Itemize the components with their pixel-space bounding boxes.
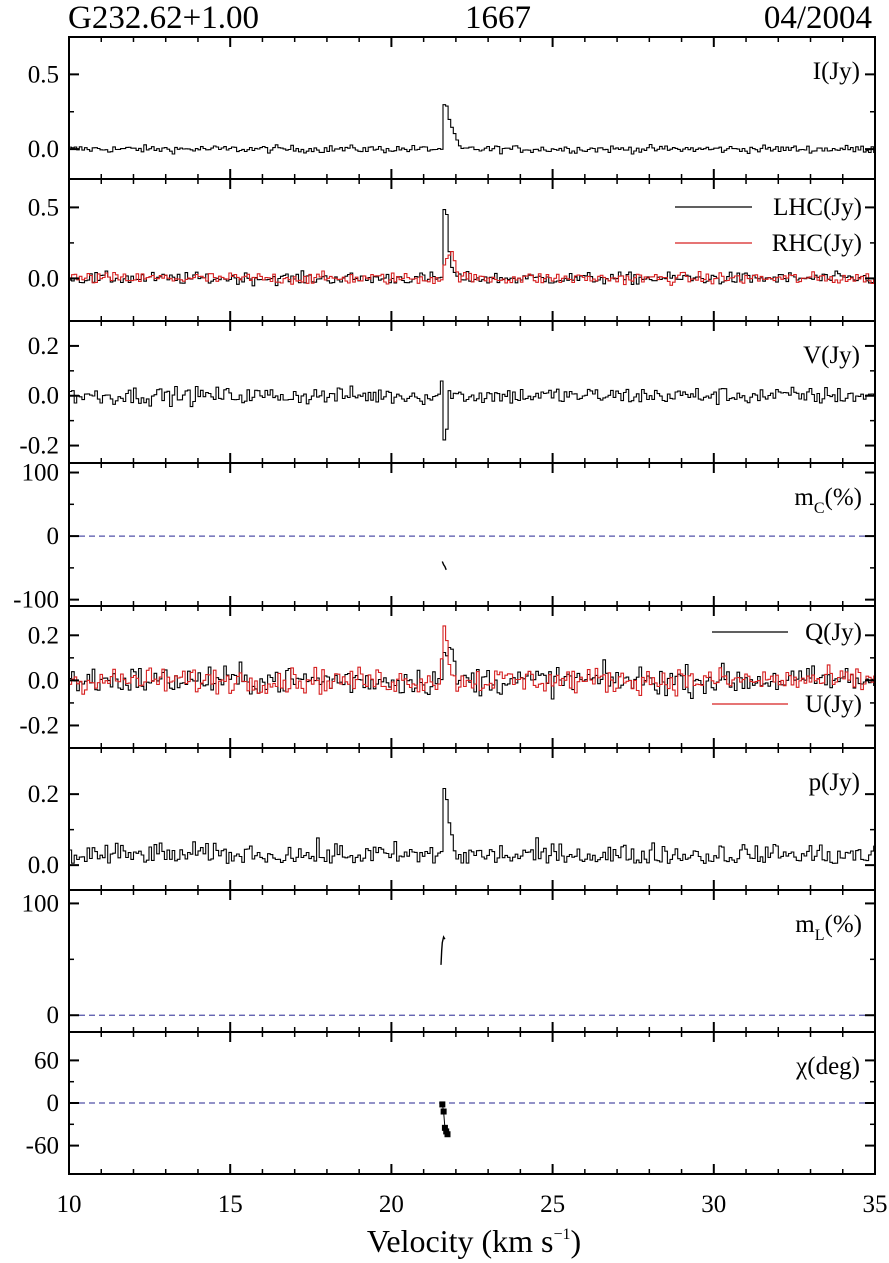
y-tick-label: 100 [22, 460, 60, 487]
legend-label: U(Jy) [805, 691, 862, 718]
y-tick-label: 0 [47, 1090, 60, 1117]
panel-label: mC(%) [794, 484, 862, 517]
legend-label: RHC(Jy) [772, 230, 862, 257]
panel-label: p(Jy) [809, 769, 860, 796]
panel-V: -0.2 0.0 0.2 V(Jy) [19, 320, 876, 464]
panel-label: I(Jy) [813, 58, 860, 85]
y-tick-label: 0.0 [28, 136, 59, 163]
panel-label: mL(%) [795, 911, 862, 944]
panel-mc: -100 0 100 mC(%) [13, 460, 876, 614]
y-tick-label: 0.5 [28, 194, 59, 221]
y-tick-label: 0.2 [28, 622, 59, 649]
x-tick-label: 20 [379, 1191, 404, 1218]
panel-frame [68, 36, 876, 180]
panel-frame [68, 889, 876, 1033]
series-QU-ujy [69, 625, 875, 697]
y-tick-label: -0.2 [19, 433, 59, 460]
series-LHC_RHC-rhcjy [69, 251, 875, 286]
y-tick-label: 0.0 [28, 383, 59, 410]
panel-label: V(Jy) [803, 342, 860, 369]
series-mc-0 [441, 561, 447, 571]
series-I-0 [69, 104, 875, 155]
header-source: G232.62+1.00 [68, 0, 259, 36]
y-tick-label: 0 [47, 1002, 60, 1029]
y-tick-label: 60 [34, 1047, 59, 1074]
header-frequency: 1667 [465, 0, 531, 36]
panel-frame [68, 747, 876, 891]
panel-p: 0.0 0.2 p(Jy) [28, 747, 876, 891]
y-tick-label: 0 [47, 523, 60, 550]
y-tick-label: 0.0 [28, 667, 59, 694]
y-tick-label: 0.0 [28, 265, 59, 292]
panel-I: 0.0 0.5 I(Jy) [28, 36, 876, 180]
y-tick-label: 0.2 [28, 333, 59, 360]
series-ml-0 [440, 935, 446, 965]
y-tick-label: 0.0 [28, 852, 59, 879]
panel-label: χ(deg) [795, 1053, 860, 1080]
legend-label: Q(Jy) [805, 619, 862, 646]
plot-area: 0.00.5 I(Jy)0.00.5 LHC(Jy)RHC(Jy)-0.20.00.… [13, 36, 888, 1218]
x-tick-label: 15 [218, 1191, 243, 1218]
series-QU-qjy [69, 646, 875, 700]
panel-LHC_RHC: 0.0 0.5 LHC(Jy) RHC(Jy) [28, 178, 876, 322]
y-tick-label: 0.2 [28, 781, 59, 808]
series-p-0 [69, 787, 875, 864]
x-tick-label: 25 [540, 1191, 565, 1218]
y-tick-label: 100 [22, 890, 60, 917]
panel-ml: 0 100 mL(%) [22, 889, 876, 1033]
y-tick-label: -100 [13, 587, 59, 614]
panel-frame [68, 178, 876, 322]
x-tick-label: 30 [701, 1191, 726, 1218]
legend-label: LHC(Jy) [773, 194, 862, 221]
panel-chi: -60 0 60 χ(deg) [26, 1031, 876, 1175]
data-point [440, 1108, 447, 1115]
data-point [441, 1124, 448, 1131]
data-point [439, 1101, 446, 1108]
data-point [444, 1131, 451, 1138]
panel-frame [68, 462, 876, 607]
x-tick-label: 35 [863, 1191, 888, 1218]
x-tick-label: 10 [57, 1191, 82, 1218]
series-V-0 [69, 380, 875, 441]
y-tick-label: 0.5 [28, 61, 59, 88]
panel-QU: -0.2 0.0 0.2 Q(Jy) U(Jy) [19, 605, 876, 749]
y-tick-label: -0.2 [19, 712, 59, 739]
y-tick-label: -60 [26, 1133, 59, 1160]
x-axis-title: Velocity (km s−1) [367, 1223, 581, 1259]
header-date: 04/2004 [764, 0, 872, 36]
